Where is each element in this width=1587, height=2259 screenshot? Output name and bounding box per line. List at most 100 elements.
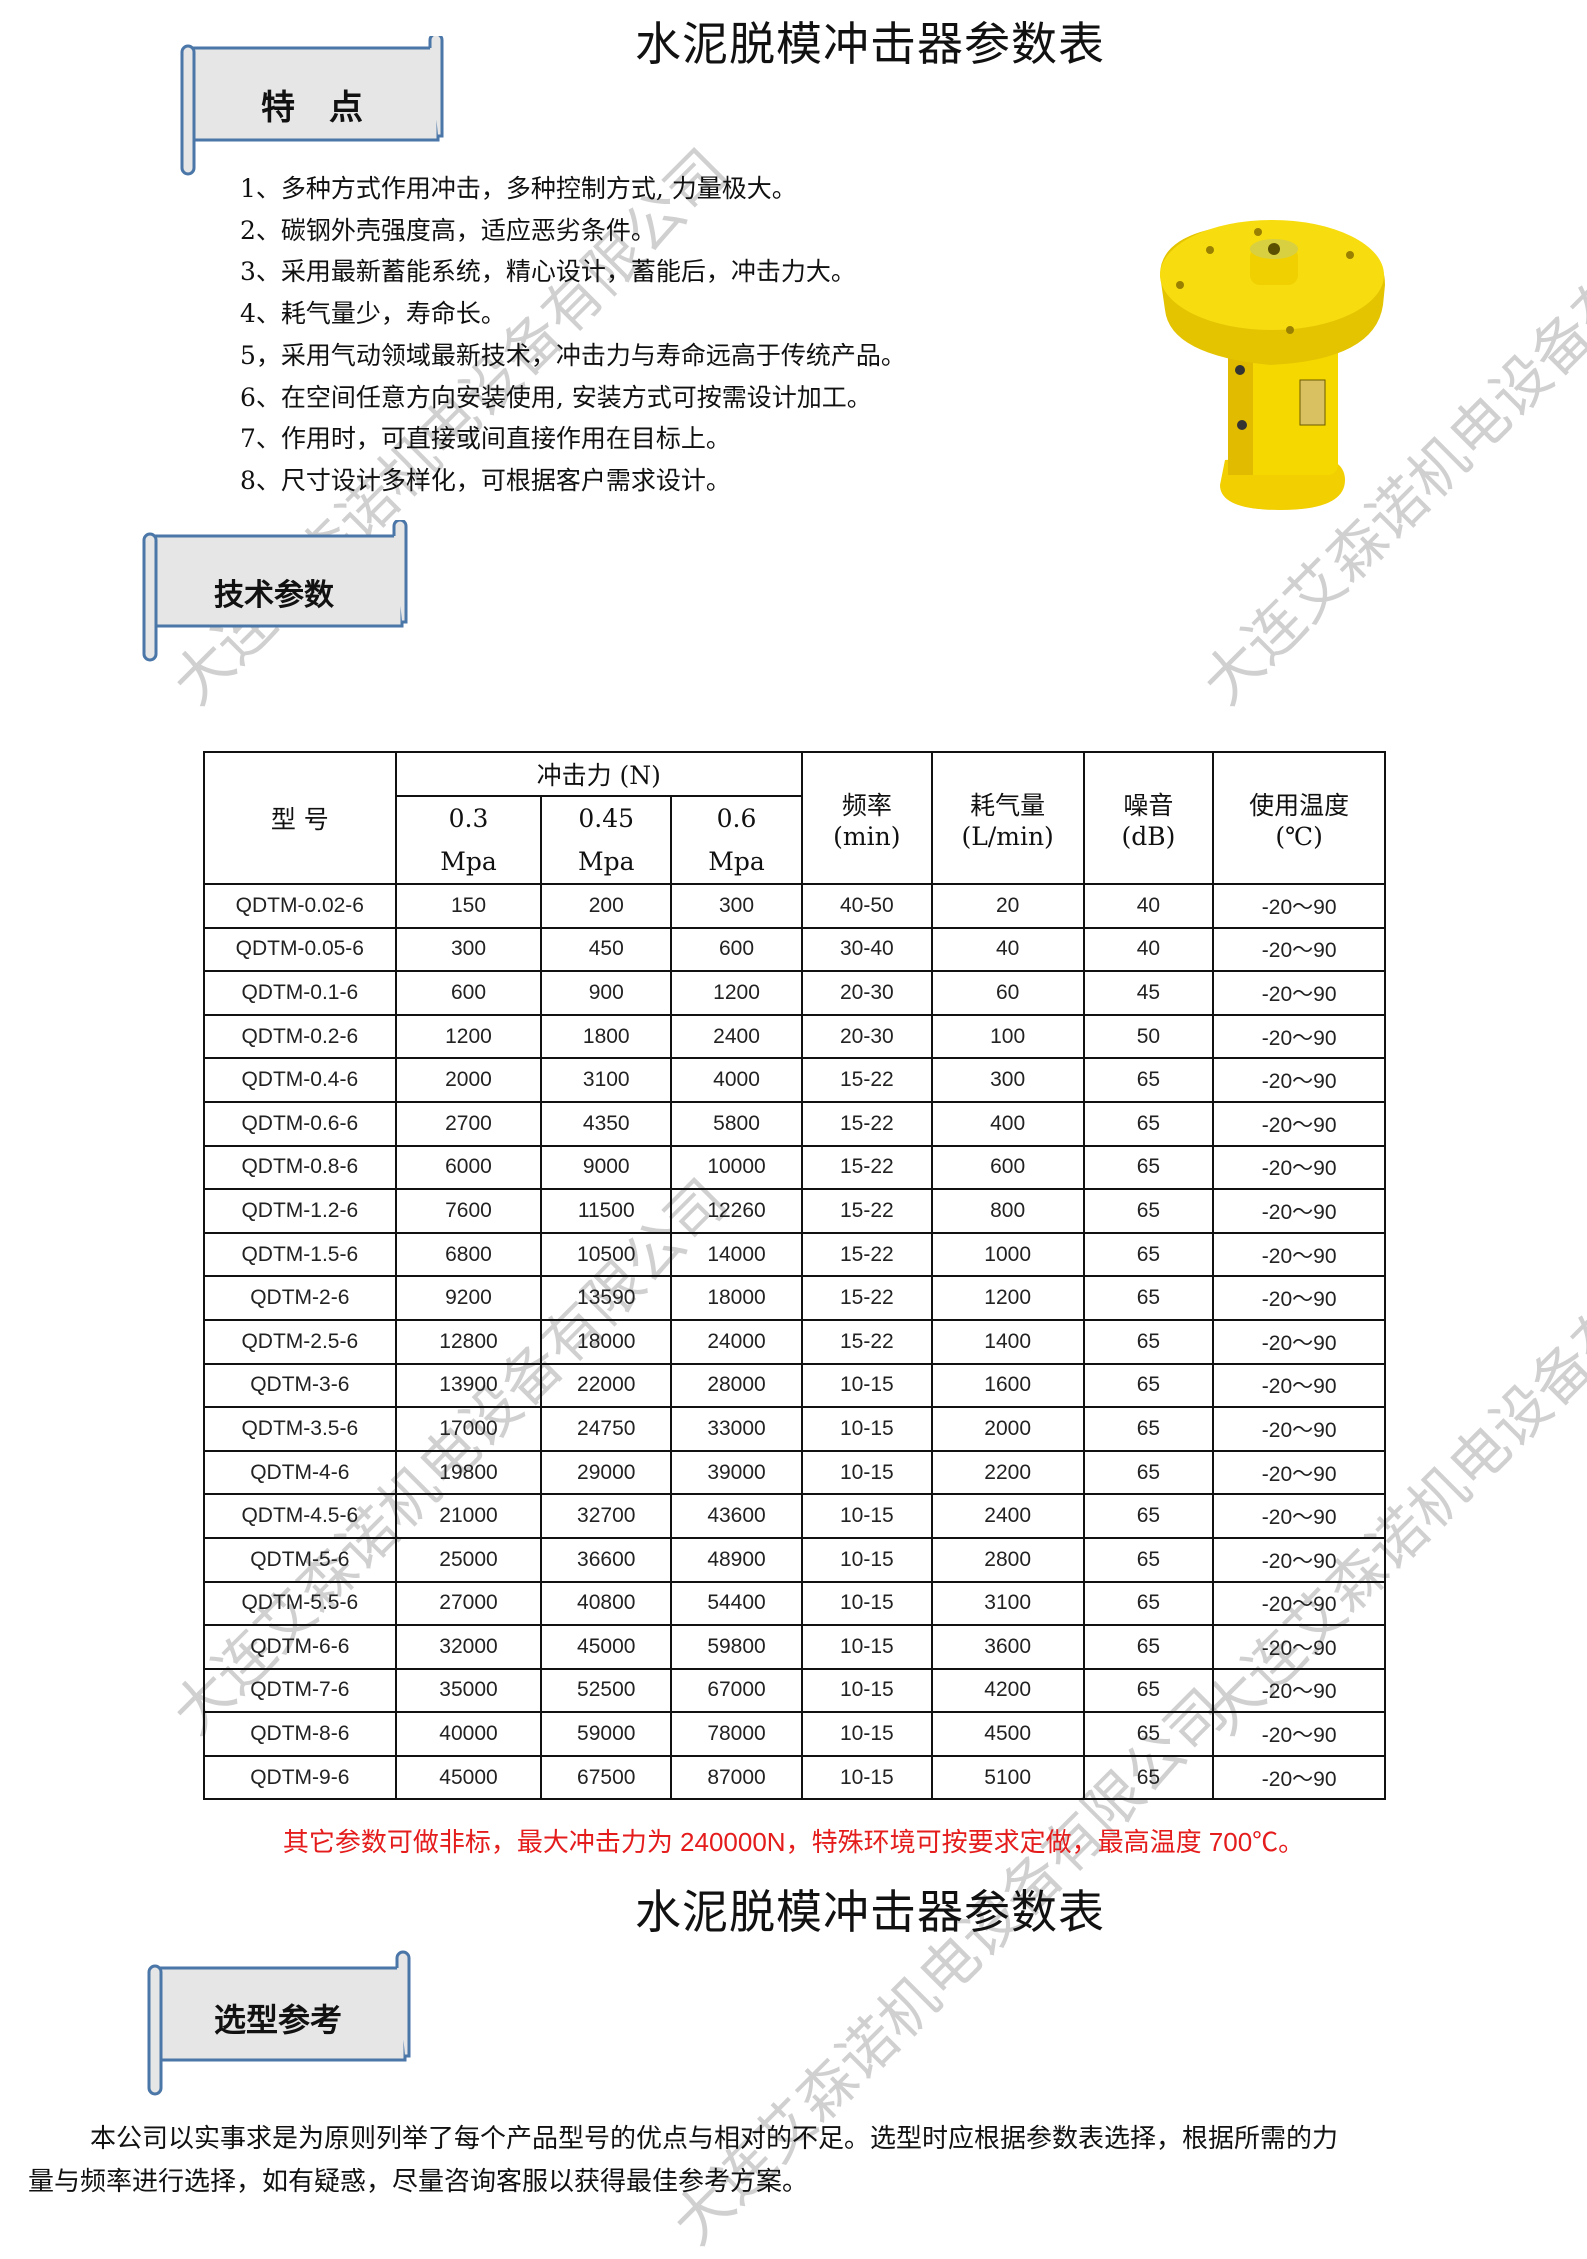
feature-item: 3、采用最新蓄能系统，精心设计，蓄能后，冲击力大。 bbox=[240, 257, 856, 287]
cell-force-0-45mpa: 4350 bbox=[540, 1100, 673, 1147]
cell-force-0-6mpa: 33000 bbox=[670, 1406, 803, 1452]
cell-force-0-6mpa: 18000 bbox=[670, 1275, 803, 1321]
cell-force-0-3mpa: 12800 bbox=[394, 1318, 543, 1365]
cell-air-consumption: 300 bbox=[930, 1057, 1085, 1103]
cell-noise: 65 bbox=[1082, 1449, 1215, 1496]
cell-force-0-6mpa: 43600 bbox=[670, 1493, 803, 1539]
cell-force-0-3mpa: 19800 bbox=[394, 1449, 543, 1496]
cell-frequency: 15-22 bbox=[800, 1318, 933, 1365]
cell-force-0-6mpa: 14000 bbox=[670, 1231, 803, 1278]
header-air-consumption: 耗气量 (L/min) bbox=[930, 751, 1085, 885]
cell-temperature: -20～90 bbox=[1212, 970, 1386, 1016]
table-row: QDTM-4.5-6 21000 32700 43600 10-15 2400 65 -20～… bbox=[203, 1493, 1386, 1539]
cell-force-0-45mpa: 32700 bbox=[540, 1493, 673, 1539]
cell-noise: 65 bbox=[1082, 1188, 1215, 1234]
cell-frequency: 10-15 bbox=[800, 1667, 933, 1714]
selection-banner-label: 选型参考 bbox=[213, 2001, 342, 2039]
cell-frequency: 20-30 bbox=[800, 970, 933, 1016]
cell-force-0-45mpa: 36600 bbox=[540, 1536, 673, 1583]
cell-frequency: 10-15 bbox=[800, 1580, 933, 1627]
cell-force-0-45mpa: 3100 bbox=[540, 1057, 673, 1103]
pressure-value: 0.3 bbox=[448, 804, 489, 833]
table-row: QDTM-1.2-6 7600 11500 12260 15-22 800 65 -20～90 bbox=[203, 1188, 1386, 1234]
parameter-table: 型 号 冲击力 (N) 频率 (min) 耗气量 (L/min) 噪音 (dB) 使用… bbox=[203, 751, 1386, 1801]
cell-force-0-3mpa: 9200 bbox=[394, 1275, 543, 1321]
cell-air-consumption: 60 bbox=[930, 970, 1085, 1016]
feature-item: 5，采用气动领域最新技术，冲击力与寿命远高于传统产品。 bbox=[240, 340, 906, 370]
feature-list: 1、多种方式作用冲击，多种控制方式, 力量极大。 2、碳钢外壳强度高，适应恶劣条… bbox=[240, 168, 906, 502]
page-title: 水泥脱模冲击器参数表 bbox=[635, 17, 1105, 71]
cell-force-0-45mpa: 18000 bbox=[540, 1318, 673, 1365]
cell-model: QDTM-0.8-6 bbox=[203, 1144, 397, 1191]
table-row: QDTM-8-6 40000 59000 78000 10-15 4500 65 -20～90 bbox=[203, 1711, 1386, 1757]
table-row: QDTM-0.02-6 150 200 300 40-50 20 40 -20～90 bbox=[203, 883, 1386, 929]
cell-air-consumption: 40 bbox=[930, 926, 1085, 973]
cell-air-consumption: 800 bbox=[930, 1188, 1085, 1234]
cell-force-0-3mpa: 300 bbox=[394, 926, 543, 973]
cell-force-0-3mpa: 13900 bbox=[394, 1362, 543, 1409]
feature-item: 2、碳钢外壳强度高，适应恶劣条件。 bbox=[240, 215, 656, 245]
cell-force-0-45mpa: 67500 bbox=[540, 1754, 673, 1801]
cell-noise: 65 bbox=[1082, 1231, 1215, 1278]
cell-force-0-6mpa: 1200 bbox=[670, 970, 803, 1016]
cell-frequency: 10-15 bbox=[800, 1406, 933, 1452]
header-pressure-2: 0.45 Mpa bbox=[540, 795, 673, 885]
cell-air-consumption: 3600 bbox=[930, 1624, 1085, 1670]
cell-force-0-45mpa: 13590 bbox=[540, 1275, 673, 1321]
cell-force-0-6mpa: 67000 bbox=[670, 1667, 803, 1714]
cell-model: QDTM-5-6 bbox=[203, 1536, 397, 1583]
header-frequency-unit: (min) bbox=[833, 821, 901, 851]
cell-air-consumption: 4500 bbox=[930, 1711, 1085, 1757]
cell-model: QDTM-4.5-6 bbox=[203, 1493, 397, 1539]
cell-force-0-6mpa: 2400 bbox=[670, 1013, 803, 1060]
cell-temperature: -20～90 bbox=[1212, 1362, 1386, 1409]
cell-force-0-6mpa: 12260 bbox=[670, 1188, 803, 1234]
cell-noise: 65 bbox=[1082, 1406, 1215, 1452]
feature-item: 1、多种方式作用冲击，多种控制方式, 力量极大。 bbox=[240, 174, 797, 203]
cell-force-0-45mpa: 11500 bbox=[540, 1188, 673, 1234]
cell-force-0-3mpa: 7600 bbox=[394, 1188, 543, 1234]
cell-temperature: -20～90 bbox=[1212, 1406, 1386, 1452]
cell-temperature: -20～90 bbox=[1212, 1711, 1386, 1757]
header-model: 型 号 bbox=[203, 751, 397, 885]
cell-force-0-3mpa: 2700 bbox=[394, 1100, 543, 1147]
cell-model: QDTM-0.1-6 bbox=[203, 970, 397, 1016]
tech-banner: 技术参数 bbox=[138, 520, 410, 662]
cell-force-0-3mpa: 32000 bbox=[394, 1624, 543, 1670]
cell-noise: 65 bbox=[1082, 1275, 1215, 1321]
header-air-label: 耗气量 bbox=[970, 790, 1046, 820]
cell-model: QDTM-0.6-6 bbox=[203, 1100, 397, 1147]
cell-force-0-45mpa: 1800 bbox=[540, 1013, 673, 1060]
cell-force-0-45mpa: 900 bbox=[540, 970, 673, 1016]
cell-model: QDTM-2-6 bbox=[203, 1275, 397, 1321]
cell-temperature: -20～90 bbox=[1212, 1275, 1386, 1321]
header-noise-label: 噪音 bbox=[1123, 790, 1174, 820]
product-image bbox=[1150, 205, 1390, 515]
cell-force-0-6mpa: 28000 bbox=[670, 1362, 803, 1409]
cell-force-0-6mpa: 300 bbox=[670, 883, 803, 929]
table-row: QDTM-0.4-6 2000 3100 4000 15-22 300 65 -20～90 bbox=[203, 1057, 1386, 1103]
header-frequency: 频率 (min) bbox=[800, 751, 933, 885]
cell-noise: 65 bbox=[1082, 1580, 1215, 1627]
table-row: QDTM-0.8-6 6000 9000 10000 15-22 600 65 -20～90 bbox=[203, 1144, 1386, 1191]
cell-force-0-6mpa: 24000 bbox=[670, 1318, 803, 1365]
table-row: QDTM-5-6 25000 36600 48900 10-15 2800 65 -20～90 bbox=[203, 1536, 1386, 1583]
cell-force-0-45mpa: 22000 bbox=[540, 1362, 673, 1409]
cell-force-0-6mpa: 600 bbox=[670, 926, 803, 973]
cell-frequency: 10-15 bbox=[800, 1624, 933, 1670]
cell-frequency: 10-15 bbox=[800, 1362, 933, 1409]
cell-model: QDTM-7-6 bbox=[203, 1667, 397, 1714]
cell-force-0-45mpa: 24750 bbox=[540, 1406, 673, 1452]
cell-temperature: -20～90 bbox=[1212, 1449, 1386, 1496]
feature-item: 8、尺寸设计多样化，可根据客户需求设计。 bbox=[240, 465, 731, 495]
cell-temperature: -20～90 bbox=[1212, 883, 1386, 929]
cell-frequency: 15-22 bbox=[800, 1144, 933, 1191]
table-row: QDTM-0.2-6 1200 1800 2400 20-30 100 50 -20～90 bbox=[203, 1013, 1386, 1060]
cell-air-consumption: 2200 bbox=[930, 1449, 1085, 1496]
cell-noise: 50 bbox=[1082, 1013, 1215, 1060]
cell-noise: 65 bbox=[1082, 1362, 1215, 1409]
table-row: QDTM-7-6 35000 52500 67000 10-15 4200 65 -20～90 bbox=[203, 1667, 1386, 1714]
table-row: QDTM-1.5-6 6800 10500 14000 15-22 1000 65 -20～9… bbox=[203, 1231, 1386, 1278]
cell-frequency: 40-50 bbox=[800, 883, 933, 929]
cell-air-consumption: 2400 bbox=[930, 1493, 1085, 1539]
